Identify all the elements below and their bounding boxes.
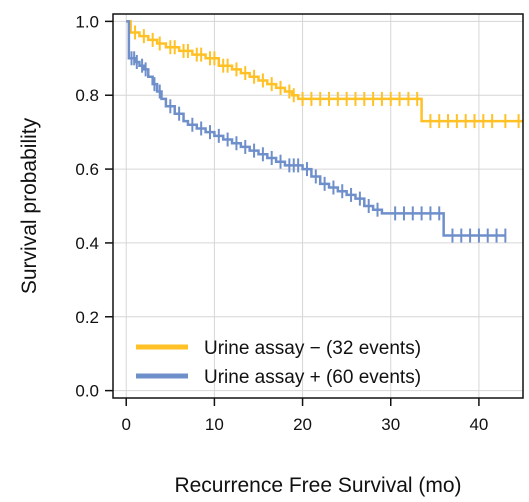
x-axis-title: Recurrence Free Survival (mo) — [174, 474, 461, 497]
legend-label-urine-positive: Urine assay + (60 events) — [204, 367, 421, 388]
y-tick-label-2: 0.4 — [75, 234, 99, 253]
y-tick-label-1: 0.2 — [75, 308, 99, 327]
y-axis-title: Survival probability — [18, 117, 41, 294]
plot-frame — [112, 13, 524, 399]
series-layer — [126, 20, 523, 243]
y-tick-label-4: 0.8 — [75, 86, 99, 105]
y-tick-label-0: 0.0 — [75, 382, 99, 401]
y-tick-label-5: 1.0 — [75, 12, 99, 31]
km-curve-series-1 — [126, 20, 506, 237]
x-tick-label-0: 0 — [121, 415, 130, 434]
axes: 0 10 20 30 40 0.0 0.2 0.4 0.6 0.8 1.0 — [75, 12, 488, 434]
x-tick-label-2: 20 — [293, 415, 312, 434]
x-tick-label-4: 40 — [469, 415, 488, 434]
x-tick-label-1: 10 — [205, 415, 224, 434]
legend-label-urine-negative: Urine assay − (32 events) — [204, 338, 421, 359]
y-tick-label-3: 0.6 — [75, 160, 99, 179]
legend: Urine assay − (32 events) Urine assay + … — [136, 338, 421, 388]
x-tick-label-3: 30 — [381, 415, 400, 434]
km-curve-series-0 — [126, 20, 523, 123]
grid — [113, 14, 523, 398]
